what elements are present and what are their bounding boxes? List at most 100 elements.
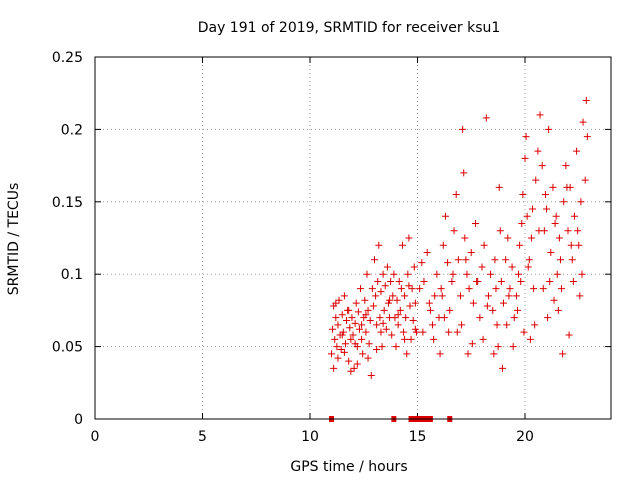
data-point: [502, 256, 510, 264]
data-point: [438, 292, 446, 300]
data-point: [338, 331, 346, 339]
data-point: [387, 277, 395, 285]
data-point: [545, 125, 553, 133]
chart-title: Day 191 of 2019, SRMTID for receiver ksu…: [198, 20, 501, 36]
axis-ticks: 0 5 10 15 20 0 0.05 0.1 0.15 0.2 0.25: [52, 50, 611, 445]
data-point: [410, 263, 418, 271]
data-point: [482, 114, 490, 122]
data-point: [349, 331, 357, 339]
data-point: [479, 335, 487, 343]
data-point: [345, 357, 353, 365]
data-point: [519, 191, 527, 199]
data-point: [538, 162, 546, 170]
data-point: [531, 321, 539, 329]
data-point: [378, 343, 386, 351]
x-tick-label: 0: [91, 429, 100, 445]
data-point: [340, 292, 348, 300]
data-point: [373, 345, 381, 353]
data-point: [406, 302, 414, 310]
data-point: [513, 306, 521, 314]
data-point: [348, 314, 356, 322]
data-point: [384, 299, 392, 307]
data-point: [525, 256, 533, 264]
data-point: [426, 306, 434, 314]
data-point: [361, 296, 369, 304]
data-point: [560, 198, 568, 206]
data-point: [351, 340, 359, 348]
data-point: [523, 212, 531, 220]
data-point: [367, 372, 375, 380]
data-point: [377, 328, 385, 336]
data-point: [493, 321, 501, 329]
data-point: [441, 212, 449, 220]
data-point: [568, 256, 576, 264]
data-point: [425, 299, 433, 307]
data-point: [398, 241, 406, 249]
y-tick-label: 0.05: [52, 340, 83, 356]
data-point: [365, 340, 373, 348]
data-point: [358, 321, 366, 329]
data-point: [393, 296, 401, 304]
data-point: [546, 277, 554, 285]
data-point: [368, 285, 376, 293]
data-point: [423, 248, 431, 256]
data-point: [578, 270, 586, 278]
data-point: [555, 234, 563, 242]
data-point: [449, 270, 457, 278]
data-point: [518, 220, 526, 228]
data-point: [496, 227, 504, 235]
data-point: [509, 343, 517, 351]
data-point: [576, 292, 584, 300]
data-point: [405, 234, 413, 242]
data-point: [411, 299, 419, 307]
data-point: [407, 335, 415, 343]
data-point: [569, 277, 577, 285]
data-point: [394, 321, 402, 329]
data-point: [468, 340, 476, 348]
data-point: [383, 263, 391, 271]
data-point: [495, 183, 503, 191]
y-tick-label: 0: [74, 412, 83, 428]
data-point: [575, 241, 583, 249]
data-point: [497, 277, 505, 285]
data-point: [359, 350, 367, 358]
data-point: [508, 263, 516, 271]
data-point: [382, 325, 390, 333]
data-point: [330, 364, 338, 372]
data-point: [358, 335, 366, 343]
y-tick-label: 0.1: [61, 267, 83, 283]
data-point: [341, 340, 349, 348]
data-point: [335, 296, 343, 304]
data-point: [388, 331, 396, 339]
data-point: [478, 263, 486, 271]
data-point: [489, 306, 497, 314]
plot-frame: [94, 56, 612, 420]
data-point: [374, 277, 382, 285]
data-point: [492, 285, 500, 293]
data-point: [332, 314, 340, 322]
data-point: [419, 328, 427, 336]
data-point: [345, 306, 353, 314]
data-point: [338, 311, 346, 319]
data-point: [463, 270, 471, 278]
data-point: [520, 328, 528, 336]
data-point: [334, 354, 342, 362]
data-point: [433, 270, 441, 278]
data-point: [357, 285, 365, 293]
data-point: [347, 335, 355, 343]
y-axis-label: SRMTID / TECUs: [6, 183, 22, 296]
data-point: [354, 308, 362, 316]
data-point: [328, 350, 335, 358]
y-tick-label: 0.15: [52, 195, 83, 211]
data-point: [487, 270, 495, 278]
data-point: [340, 348, 348, 356]
data-point: [402, 314, 410, 322]
data-point: [491, 256, 499, 264]
data-point: [559, 350, 567, 358]
data-point: [431, 292, 439, 300]
data-point: [543, 205, 550, 213]
data-point: [452, 191, 460, 199]
data-point: [467, 248, 475, 256]
data-point: [454, 256, 462, 264]
data-point: [534, 147, 542, 155]
